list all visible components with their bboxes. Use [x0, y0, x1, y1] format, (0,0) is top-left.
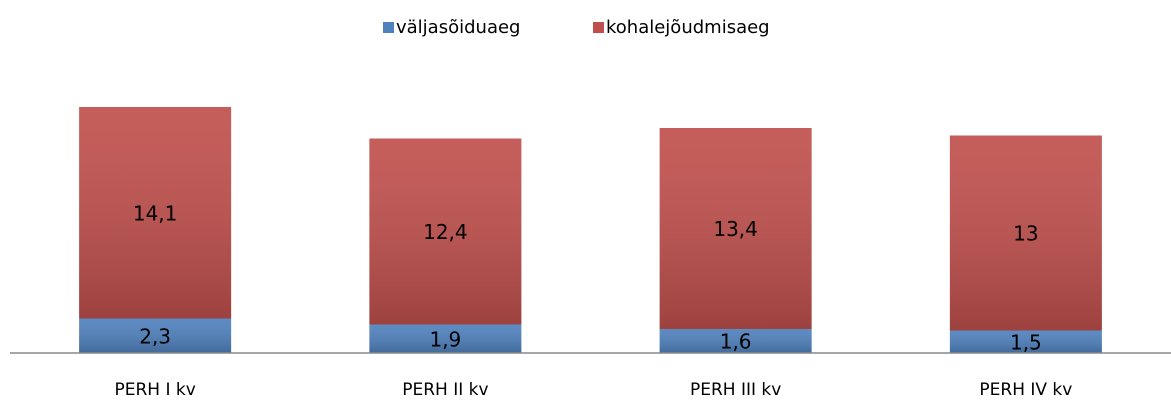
legend-label: väljasõiduaeg — [396, 17, 520, 38]
legend-swatch — [383, 22, 394, 33]
data-label: 1,6 — [720, 330, 752, 354]
bar-shade — [949, 135, 1102, 331]
bar-shade — [369, 324, 522, 353]
bar-shade — [369, 138, 522, 325]
x-tick-label: PERH IV kv — [979, 380, 1072, 400]
x-tick-label: PERH II kv — [402, 380, 488, 400]
x-tick-label: PERH III kv — [690, 380, 781, 400]
x-tick-label: PERH I kv — [114, 380, 195, 400]
bar-shade — [79, 318, 232, 353]
data-label: 2,3 — [139, 324, 171, 348]
data-label: 13,4 — [713, 217, 758, 241]
data-label: 13 — [1013, 222, 1038, 246]
bar-shade — [79, 107, 232, 319]
bar-shade — [659, 128, 812, 329]
data-label: 12,4 — [423, 220, 468, 244]
data-label: 1,9 — [429, 327, 461, 351]
bar-shade — [949, 330, 1102, 353]
legend-swatch — [593, 22, 604, 33]
data-label: 14,1 — [133, 201, 178, 225]
bar-shade — [659, 329, 812, 353]
legend-label: kohalejõudmisaeg — [606, 17, 770, 38]
data-label: 1,5 — [1010, 330, 1042, 354]
